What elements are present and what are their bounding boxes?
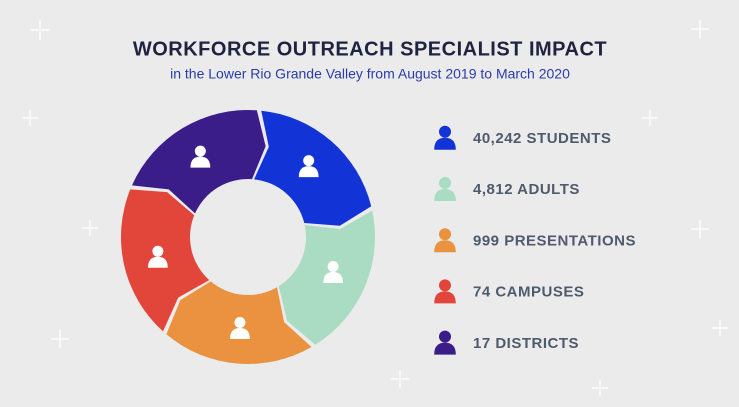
icon-head xyxy=(439,279,451,292)
icon xyxy=(190,145,211,168)
stat-label: 999 PRESENTATIONS xyxy=(473,232,636,249)
icon-body xyxy=(190,156,211,168)
stat-label: 17 DISTRICTS xyxy=(473,335,579,352)
icon xyxy=(147,245,168,268)
icon-head xyxy=(439,125,451,138)
stat-label: 4,812 ADULTS xyxy=(473,181,580,198)
icon xyxy=(434,177,456,201)
icon-head xyxy=(439,177,451,189)
icon xyxy=(434,125,456,150)
icon-body xyxy=(298,166,319,178)
icon-head xyxy=(303,155,315,167)
stat-label: 74 CAMPUSES xyxy=(473,284,584,301)
icon xyxy=(434,279,456,304)
icon xyxy=(434,330,456,355)
icon-head xyxy=(439,228,451,241)
icon xyxy=(323,261,344,284)
icon-head xyxy=(439,330,451,343)
icon-body xyxy=(323,272,344,284)
stat-label: 40,242 STUDENTS xyxy=(473,130,611,147)
title: WORKFORCE OUTREACH SPECIALIST IMPACT xyxy=(133,38,607,60)
icon xyxy=(434,228,456,253)
background-decor xyxy=(22,20,728,396)
icon-head xyxy=(234,317,246,329)
icon-head xyxy=(152,245,164,257)
legend: 40,242 STUDENTS 4,812 ADULTS 999 PRESENTAT… xyxy=(434,125,636,355)
subtitle: in the Lower Rio Grande Valley from Augu… xyxy=(170,66,570,82)
donut xyxy=(120,110,376,364)
icon-body xyxy=(230,328,250,340)
icon-body xyxy=(434,189,456,201)
icon-body xyxy=(434,291,456,304)
icon-body xyxy=(434,137,456,150)
icon-head xyxy=(194,145,206,157)
icon-head xyxy=(327,261,339,273)
icon-body xyxy=(147,256,168,268)
icon xyxy=(298,155,319,178)
icon-body xyxy=(434,342,456,355)
icon xyxy=(230,317,250,340)
icon-body xyxy=(434,240,456,253)
